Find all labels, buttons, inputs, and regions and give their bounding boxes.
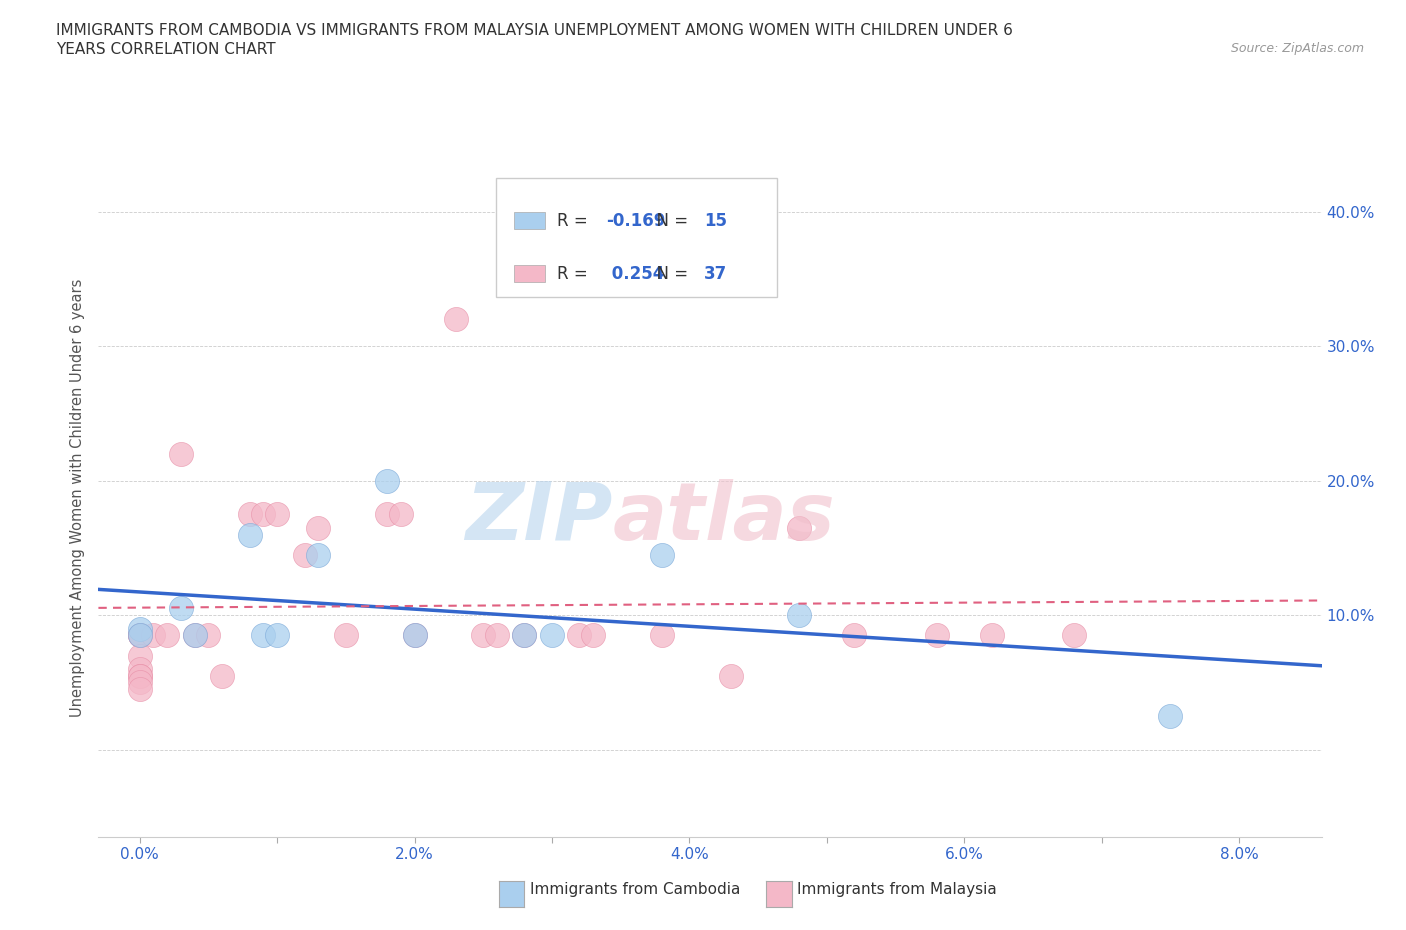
Text: R =: R = <box>557 265 593 283</box>
Point <box>239 527 262 542</box>
Point <box>128 648 150 663</box>
Point <box>568 628 591 643</box>
Point <box>252 628 274 643</box>
Point <box>170 446 193 461</box>
Point <box>183 628 205 643</box>
Point <box>307 547 329 562</box>
Point <box>541 628 564 643</box>
Text: 0.254: 0.254 <box>606 265 665 283</box>
Text: ZIP: ZIP <box>465 479 612 557</box>
Point <box>472 628 495 643</box>
Point <box>513 628 536 643</box>
Point <box>128 661 150 676</box>
Point <box>128 669 150 684</box>
Point <box>197 628 219 643</box>
Point <box>266 628 288 643</box>
Point <box>252 507 274 522</box>
Point <box>128 628 150 643</box>
FancyBboxPatch shape <box>515 212 546 229</box>
Text: atlas: atlas <box>612 479 835 557</box>
Point <box>513 628 536 643</box>
Point <box>375 507 398 522</box>
Point <box>789 607 811 622</box>
Y-axis label: Unemployment Among Women with Children Under 6 years: Unemployment Among Women with Children U… <box>70 278 86 717</box>
Text: Immigrants from Cambodia: Immigrants from Cambodia <box>530 882 741 897</box>
Point <box>128 675 150 690</box>
Point <box>294 547 316 562</box>
Point <box>156 628 179 643</box>
Point <box>335 628 357 643</box>
Text: N =: N = <box>647 265 693 283</box>
Point <box>128 628 150 643</box>
Point <box>375 473 398 488</box>
Text: Source: ZipAtlas.com: Source: ZipAtlas.com <box>1230 42 1364 55</box>
Point <box>980 628 1002 643</box>
FancyBboxPatch shape <box>515 265 546 282</box>
Point <box>404 628 426 643</box>
Point <box>142 628 165 643</box>
Point <box>183 628 205 643</box>
Point <box>720 669 742 684</box>
FancyBboxPatch shape <box>496 179 778 298</box>
Point <box>128 669 150 684</box>
Point <box>1159 709 1181 724</box>
Point <box>582 628 605 643</box>
Point <box>128 628 150 643</box>
Point <box>404 628 426 643</box>
Point <box>239 507 262 522</box>
Text: Immigrants from Malaysia: Immigrants from Malaysia <box>797 882 997 897</box>
Point <box>789 521 811 536</box>
Text: R =: R = <box>557 212 593 230</box>
Point <box>128 628 150 643</box>
Point <box>307 521 329 536</box>
Point <box>170 601 193 616</box>
Text: N =: N = <box>647 212 693 230</box>
Point <box>651 628 673 643</box>
Text: 15: 15 <box>704 212 727 230</box>
Point <box>389 507 412 522</box>
Point <box>1063 628 1085 643</box>
Point <box>266 507 288 522</box>
Point <box>128 682 150 697</box>
Text: -0.169: -0.169 <box>606 212 665 230</box>
Point <box>211 669 233 684</box>
Point <box>925 628 948 643</box>
Text: 37: 37 <box>704 265 727 283</box>
Point <box>128 621 150 636</box>
Text: IMMIGRANTS FROM CAMBODIA VS IMMIGRANTS FROM MALAYSIA UNEMPLOYMENT AMONG WOMEN WI: IMMIGRANTS FROM CAMBODIA VS IMMIGRANTS F… <box>56 23 1014 38</box>
Point <box>485 628 508 643</box>
Point <box>844 628 866 643</box>
Point <box>444 312 467 326</box>
Point <box>651 547 673 562</box>
Text: YEARS CORRELATION CHART: YEARS CORRELATION CHART <box>56 42 276 57</box>
